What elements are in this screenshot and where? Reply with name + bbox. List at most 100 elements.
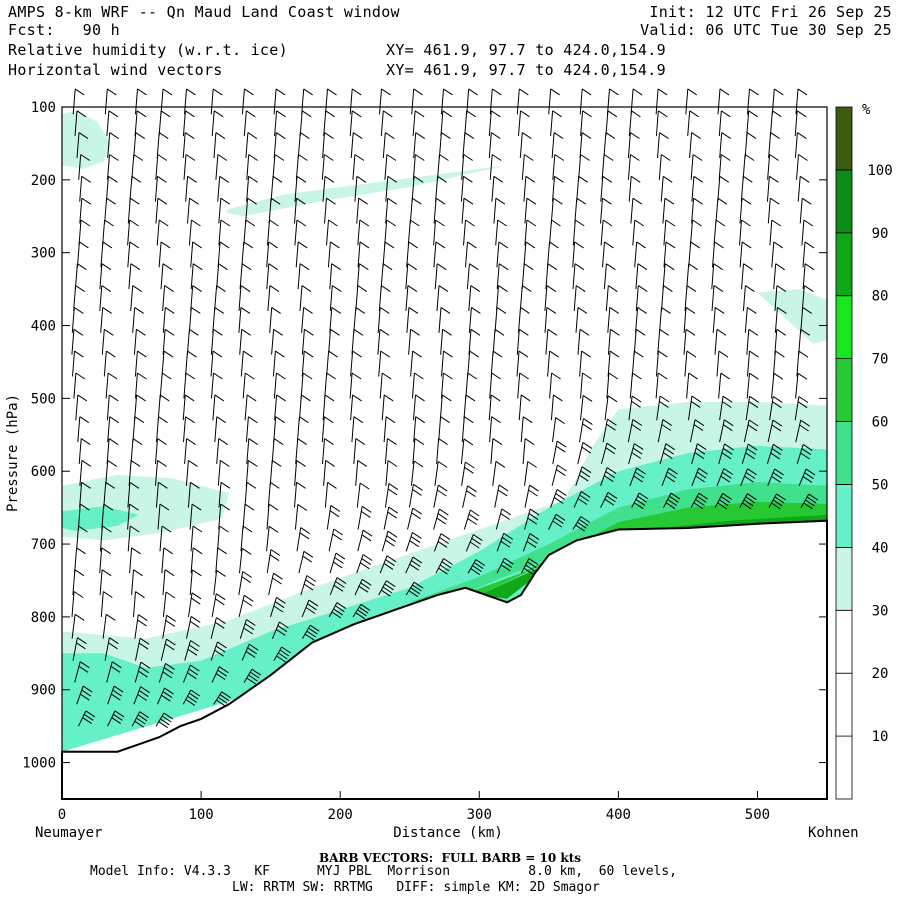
barb-staff	[79, 176, 83, 202]
barb-flag	[520, 110, 530, 118]
barb-flag	[244, 623, 255, 631]
barb-flag	[603, 154, 614, 161]
barb-staff	[629, 467, 638, 486]
barb-staff	[127, 504, 130, 530]
barb-flag	[721, 110, 731, 118]
barb-flag	[185, 416, 195, 424]
barb-staff	[322, 394, 326, 421]
barb-staff	[377, 329, 381, 355]
barb-staff	[355, 285, 359, 312]
barb-staff	[104, 198, 108, 224]
barb-staff	[301, 88, 305, 115]
colorbar-label: 50	[872, 478, 889, 494]
barb-flag	[184, 132, 195, 140]
barb-flag	[555, 445, 566, 453]
barb-flag	[609, 88, 619, 96]
barb-flag	[520, 394, 531, 402]
barb-staff	[434, 461, 439, 486]
barb-flag	[138, 614, 148, 622]
barb-staff	[412, 110, 416, 137]
barb-flag	[553, 496, 564, 504]
barb-flag	[216, 617, 226, 625]
barb-staff	[769, 396, 774, 421]
barb-flag	[165, 591, 176, 599]
barb-flag	[773, 372, 784, 380]
barb-staff	[130, 438, 134, 464]
barb-flag	[162, 671, 173, 679]
barb-staff	[635, 263, 639, 290]
barb-flag	[716, 328, 727, 336]
barb-flag	[353, 328, 364, 336]
barb-flag	[107, 459, 117, 467]
barb-flag	[331, 306, 342, 314]
barb-staff	[160, 88, 164, 115]
barb-flag	[164, 569, 175, 577]
barb-flag	[105, 481, 115, 489]
barb-staff	[356, 263, 360, 290]
barb-flag	[771, 502, 781, 510]
barb-staff	[489, 372, 493, 399]
barb-column	[349, 88, 373, 620]
barb-staff	[269, 460, 273, 486]
barb-flag	[110, 665, 121, 673]
barb-flag	[630, 132, 640, 140]
barb-flag	[244, 503, 255, 511]
barb-staff	[105, 460, 109, 486]
barb-flag	[249, 671, 260, 679]
barb-flag	[687, 88, 698, 96]
barb-staff	[628, 110, 632, 137]
barb-staff	[689, 132, 693, 159]
barb-staff	[239, 548, 243, 574]
barb-staff	[162, 569, 166, 596]
barb-flag	[248, 459, 258, 467]
barb-flag	[157, 154, 168, 161]
barb-staff	[134, 394, 138, 421]
barb-flag	[470, 568, 480, 576]
barb-staff	[266, 241, 270, 268]
barb-staff	[684, 285, 688, 312]
barb-flag	[158, 481, 168, 489]
barb-flag	[335, 605, 345, 613]
barb-flag	[268, 525, 279, 533]
barb-flag	[187, 350, 197, 358]
barb-staff	[104, 637, 110, 661]
barb-flag	[164, 328, 175, 336]
barb-staff	[549, 219, 552, 246]
barb-flag	[719, 499, 729, 507]
y-tick-label: 200	[31, 173, 56, 189]
barb-flag	[352, 350, 362, 358]
barb-staff	[440, 110, 444, 137]
barb-staff	[182, 132, 186, 159]
barb-staff	[461, 416, 465, 443]
barb-staff	[78, 219, 82, 246]
barb-staff	[349, 372, 353, 399]
barb-flag	[269, 554, 280, 562]
barb-flag	[500, 564, 511, 572]
barb-flag	[772, 395, 783, 403]
barb-column	[600, 88, 620, 508]
barb-flag	[439, 508, 449, 516]
barb-staff	[412, 438, 416, 464]
barb-staff	[688, 241, 692, 268]
barb-flag	[411, 560, 421, 568]
barb-column	[294, 88, 320, 641]
barb-staff	[601, 154, 605, 180]
barb-staff	[577, 329, 581, 355]
barb-staff	[127, 525, 131, 552]
barb-flag	[722, 401, 732, 408]
barb-staff	[800, 307, 804, 333]
colorbar-bin	[835, 232, 853, 297]
barb-staff	[494, 484, 500, 508]
barb-staff	[297, 132, 301, 159]
barb-flag	[387, 488, 398, 496]
barb-flag	[632, 447, 643, 455]
barb-staff	[495, 508, 503, 530]
barb-flag	[578, 175, 588, 183]
barb-flag	[76, 547, 86, 555]
barb-flag	[776, 493, 786, 501]
barb-flag	[191, 503, 202, 511]
barb-flag	[659, 328, 669, 336]
barb-flag	[775, 263, 785, 271]
barb-flag	[102, 306, 112, 314]
